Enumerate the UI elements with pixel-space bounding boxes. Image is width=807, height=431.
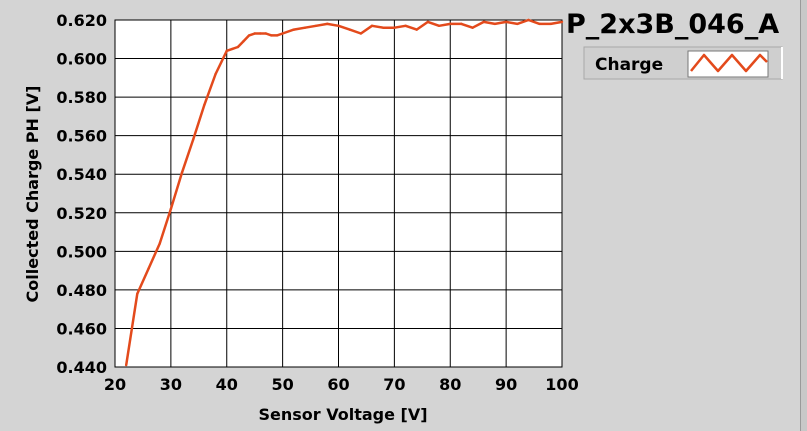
data-point (203, 103, 206, 107)
data-point (471, 26, 474, 29)
y-tick-label: 0.520 (56, 204, 107, 223)
data-point (281, 32, 284, 35)
data-point (225, 49, 228, 53)
data-point (393, 26, 396, 29)
data-point (415, 28, 418, 31)
data-point (253, 32, 256, 35)
x-tick-label: 70 (383, 375, 405, 394)
x-tick-label: 90 (495, 375, 517, 394)
data-point (370, 24, 374, 27)
data-point (314, 24, 318, 27)
data-point (538, 22, 541, 26)
data-point (180, 171, 184, 174)
x-tick-label: 80 (439, 375, 461, 394)
data-point (493, 22, 497, 26)
data-point (504, 20, 508, 24)
legend: Charge (583, 46, 783, 80)
chart-title: P_2x3B_046_A (566, 9, 779, 40)
series-points (124, 18, 564, 367)
x-tick-label: 100 (545, 375, 578, 394)
legend-swatch-charge (690, 53, 768, 73)
data-point (337, 24, 340, 27)
data-point (426, 20, 430, 24)
data-point (275, 34, 279, 37)
y-tick-label: 0.540 (56, 165, 107, 184)
window-edge (800, 0, 807, 431)
plot-frame (114, 19, 563, 368)
x-tick-label: 20 (104, 375, 126, 394)
y-tick-label: 0.460 (56, 319, 107, 338)
data-point (292, 28, 295, 31)
data-point (192, 138, 195, 141)
data-point (169, 207, 173, 211)
data-point (482, 20, 485, 24)
y-tick-label: 0.560 (56, 127, 107, 146)
data-point (303, 26, 307, 29)
data-point (147, 267, 150, 270)
data-point (259, 32, 262, 35)
data-point (437, 24, 441, 27)
data-point (549, 22, 553, 26)
data-point (270, 34, 273, 37)
y-axis-ticks: 0.440 0.460 0.480 0.500 0.520 0.540 0.560 0.580… (56, 11, 107, 377)
x-tick-label: 40 (216, 375, 238, 394)
y-tick-label: 0.600 (56, 50, 107, 69)
y-tick-label: 0.500 (56, 242, 107, 261)
data-point (560, 20, 564, 24)
data-point (348, 28, 351, 31)
data-point (460, 22, 463, 26)
data-point (247, 34, 251, 37)
data-point (264, 32, 268, 35)
x-tick-label: 30 (160, 375, 182, 394)
y-axis-title: Collected Charge PH [V] (23, 86, 42, 303)
data-point (236, 45, 240, 49)
data-point (136, 292, 139, 295)
y-tick-label: 0.620 (56, 11, 107, 30)
legend-swatch-box (687, 50, 769, 78)
x-tick-label: 50 (271, 375, 293, 394)
legend-label-charge: Charge (595, 55, 663, 75)
y-tick-label: 0.580 (56, 88, 107, 107)
data-point (214, 72, 217, 76)
data-point (527, 18, 530, 22)
y-tick-label: 0.440 (56, 358, 107, 377)
data-point (124, 363, 128, 367)
x-tick-label: 60 (327, 375, 349, 394)
data-point (326, 22, 329, 26)
data-point (404, 24, 407, 27)
data-point (449, 22, 452, 26)
data-point (359, 32, 363, 35)
y-tick-label: 0.480 (56, 281, 107, 300)
data-point (158, 242, 161, 245)
data-point (382, 26, 385, 29)
data-point (516, 22, 519, 26)
data-point (242, 40, 245, 43)
data-point (231, 47, 234, 51)
x-axis-title: Sensor Voltage [V] (258, 405, 427, 424)
x-axis-ticks: 20 30 40 50 60 70 80 90 100 (104, 375, 579, 394)
